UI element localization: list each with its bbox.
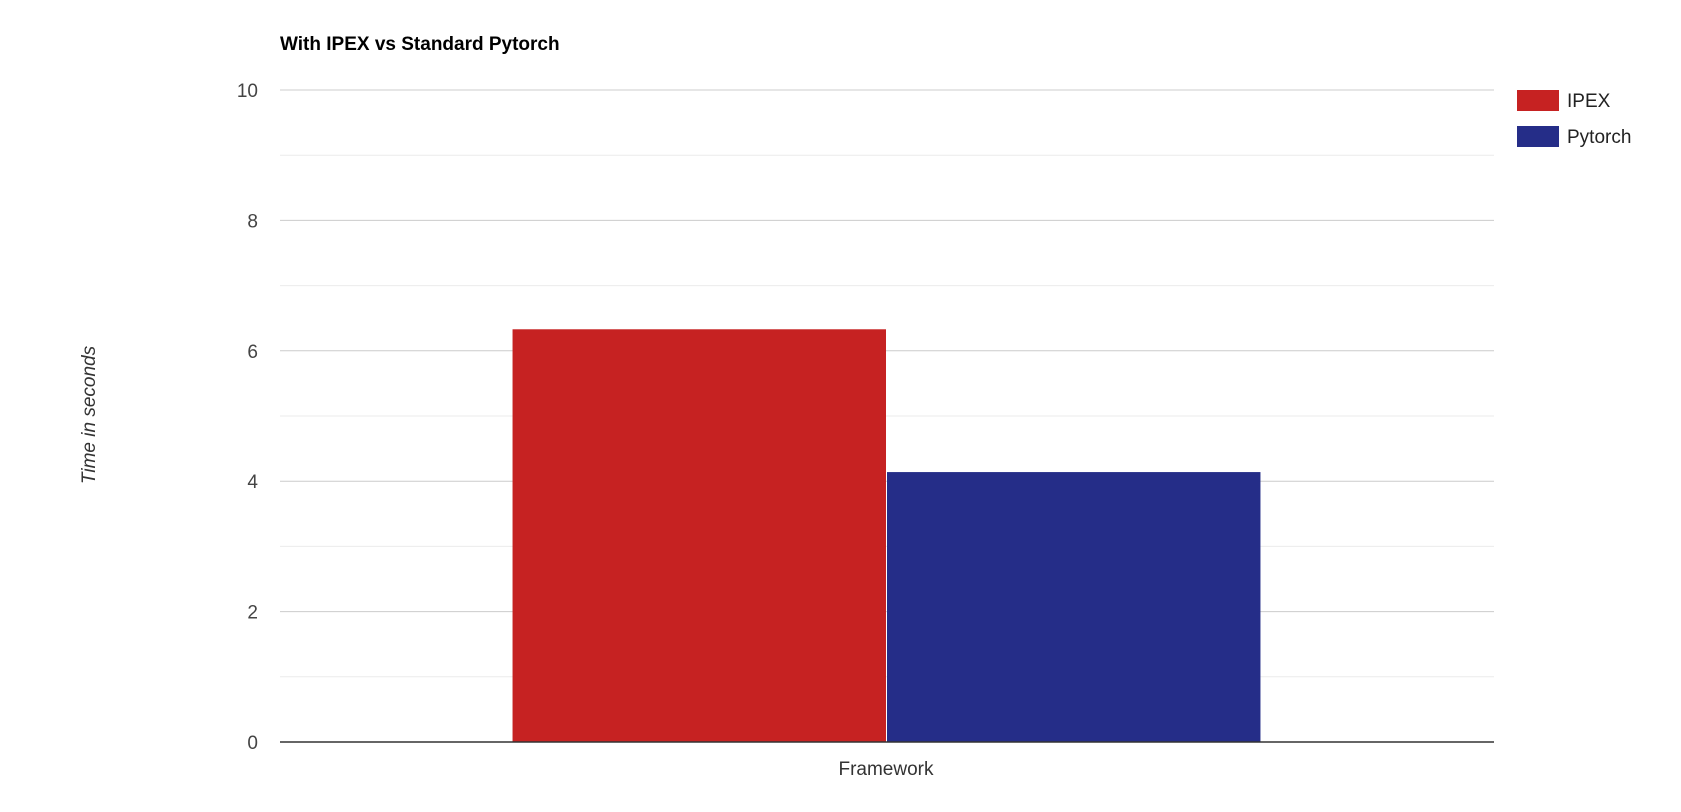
y-tick-label: 4 bbox=[247, 472, 258, 493]
y-tick-label: 6 bbox=[247, 342, 258, 363]
legend-swatch-ipex bbox=[1517, 90, 1559, 111]
chart-title: With IPEX vs Standard Pytorch bbox=[280, 34, 560, 55]
y-axis-title: Time in seconds bbox=[79, 345, 100, 484]
y-tick-label: 8 bbox=[247, 211, 258, 232]
bar-pytorch bbox=[887, 472, 1261, 742]
gridlines bbox=[280, 89, 1494, 678]
legend-swatch-pytorch bbox=[1517, 126, 1559, 147]
bars bbox=[512, 329, 1261, 742]
x-axis-title: Framework bbox=[838, 759, 934, 780]
y-tick-label: 0 bbox=[247, 733, 258, 754]
y-axis-tick-labels: 0 2 4 6 8 10 bbox=[237, 81, 259, 754]
bar-ipex bbox=[512, 329, 886, 742]
legend-label-ipex: IPEX bbox=[1567, 91, 1611, 112]
y-tick-label: 10 bbox=[237, 81, 258, 102]
legend-label-pytorch: Pytorch bbox=[1567, 127, 1631, 148]
y-tick-label: 2 bbox=[247, 603, 258, 624]
legend: IPEX Pytorch bbox=[1517, 90, 1631, 148]
